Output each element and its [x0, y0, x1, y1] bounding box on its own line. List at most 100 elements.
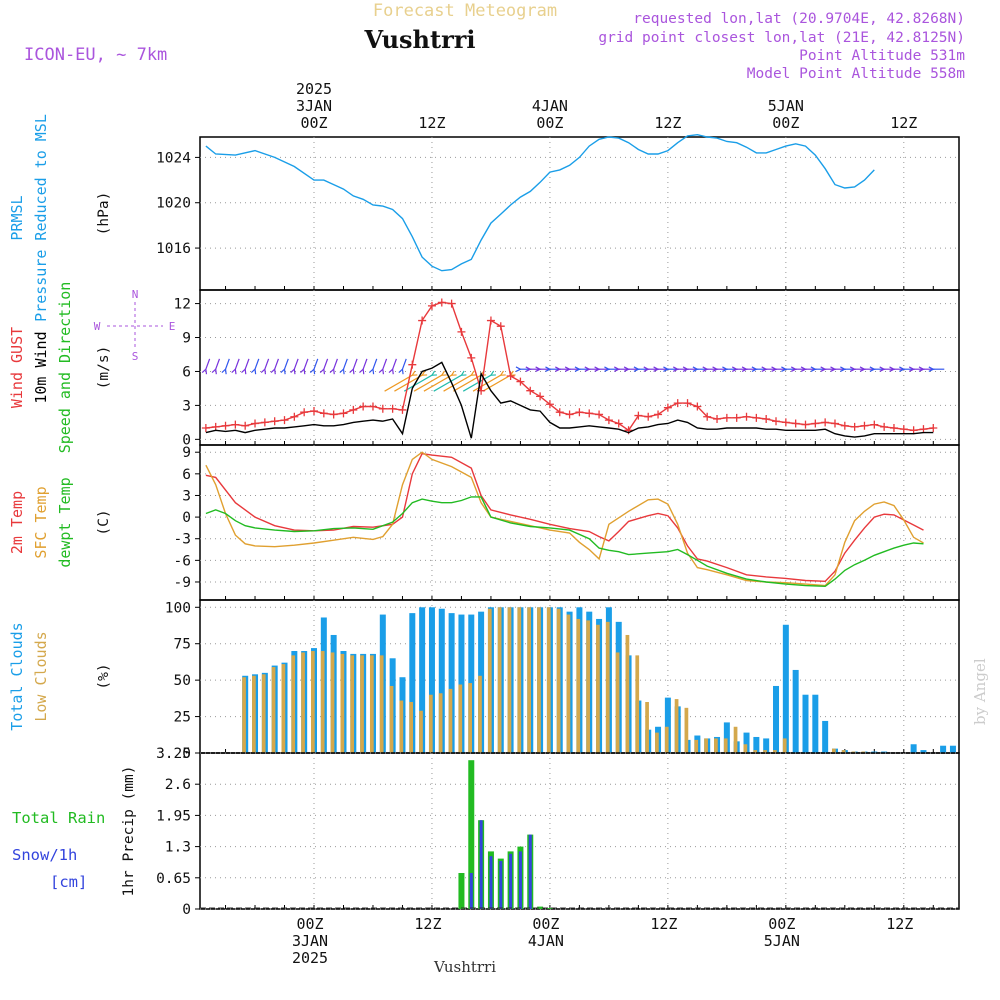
- gust-point-marker: [791, 419, 800, 428]
- series-line-sfc-temp: [205, 451, 924, 587]
- cloud-low-bar: [517, 607, 522, 753]
- wind-direction-arrow-head: [761, 366, 768, 373]
- wind-direction-arrow-head: [682, 366, 689, 373]
- wind-direction-arrow: [453, 374, 482, 392]
- cloud-low-bar: [252, 675, 256, 753]
- top-time-label: 00Z: [536, 114, 563, 132]
- wind-direction-arrow: [323, 358, 329, 370]
- top-time-label: 12Z: [418, 114, 445, 132]
- wind-direction-arrow-head: [741, 366, 748, 373]
- gust-point-marker: [850, 422, 859, 431]
- series-line-dewpt-temp: [205, 496, 924, 588]
- wind-direction-arrow: [443, 374, 472, 392]
- gust-point-marker: [909, 426, 918, 435]
- cloud-low-bar: [242, 677, 246, 753]
- y-tick-label: 6: [182, 364, 191, 380]
- gust-point-marker: [575, 408, 584, 417]
- wind-direction-arrow-head: [672, 366, 680, 373]
- cloud-low-bar: [546, 607, 551, 753]
- wind-direction-arrow-head: [928, 366, 935, 373]
- cloud-total-bar: [448, 613, 455, 753]
- wind-direction-arrow-head: [722, 366, 729, 373]
- gust-point-marker: [840, 421, 849, 430]
- y-tick-label: 0: [182, 902, 191, 918]
- requested-location: requested lon,lat (20.9704E, 42.8268N): [633, 11, 965, 27]
- precip-snow-bar: [528, 834, 532, 909]
- model-altitude: Model Point Altitude 558m: [747, 66, 966, 82]
- wind-direction-arrow-head: [859, 366, 866, 373]
- wind-direction-arrow-head: [594, 366, 601, 373]
- series-line-10m-wind: [205, 361, 934, 439]
- cloud-low-bar: [773, 750, 777, 753]
- wind-direction-arrow-head: [584, 366, 591, 373]
- wind-direction-arrow: [342, 358, 348, 370]
- panel-frame: [199, 289, 960, 446]
- cloud-total-bar: [812, 694, 819, 753]
- panel-legend-label: [cm]: [50, 873, 87, 891]
- wind-direction-arrow-head: [604, 366, 611, 373]
- cloud-low-bar: [782, 738, 787, 753]
- gust-point-marker: [241, 421, 250, 430]
- gust-point-marker: [201, 424, 210, 433]
- y-tick-label: 3: [182, 488, 191, 504]
- y-tick-label: -9: [174, 575, 191, 591]
- wind-direction-arrow-head: [564, 366, 571, 373]
- axis-unit-label: 1hr Precip (mm): [121, 766, 137, 897]
- series-line-prmsl: [205, 133, 875, 272]
- gust-point-marker: [801, 420, 810, 429]
- bottom-time-label: 5JAN: [764, 932, 800, 950]
- axis-unit-label: (m/s): [96, 346, 112, 390]
- wind-direction-arrow-head: [241, 367, 247, 375]
- y-tick-label: 75: [174, 637, 191, 653]
- cloud-low-bar: [704, 738, 708, 753]
- gust-point-marker: [644, 412, 653, 421]
- wind-direction-arrow: [362, 358, 368, 370]
- wind-direction-arrow-head: [499, 370, 506, 376]
- wind-direction-arrow: [254, 358, 260, 370]
- gust-point-marker: [270, 417, 279, 426]
- cloud-total-bar: [743, 732, 750, 753]
- gust-point-marker: [673, 399, 682, 408]
- wind-direction-arrow-head: [555, 366, 562, 373]
- panel-legend-label: Wind GUST: [8, 327, 26, 408]
- gust-point-marker: [290, 412, 299, 421]
- y-tick-label: 12: [174, 297, 191, 313]
- cloud-low-bar: [399, 700, 404, 753]
- gust-point-marker: [762, 414, 771, 423]
- model-label: ICON-EU, ~ 7km: [24, 45, 167, 65]
- gust-point-marker: [310, 407, 318, 416]
- cloud-total-bar: [940, 745, 947, 753]
- precip-rain-bar: [537, 906, 544, 909]
- cloud-low-bar: [684, 707, 689, 753]
- bottom-time-label: 3JAN: [292, 932, 328, 950]
- gust-point-marker: [919, 425, 928, 434]
- wind-direction-arrow-head: [420, 370, 428, 376]
- wind-direction-arrow-head: [319, 367, 326, 375]
- watermark: by Angel: [971, 658, 989, 725]
- gust-point-marker: [752, 413, 761, 422]
- cloud-low-bar: [271, 667, 276, 753]
- y-tick-label: 9: [182, 331, 191, 347]
- wind-direction-arrow: [433, 374, 462, 392]
- y-tick-label: 0: [182, 432, 191, 448]
- wind-direction-arrow-head: [692, 366, 699, 373]
- y-tick-label: 0.65: [156, 871, 191, 887]
- cloud-low-bar: [714, 738, 718, 753]
- gust-point-marker: [722, 413, 731, 422]
- cloud-low-bar: [409, 702, 414, 753]
- footer-location: Vushtrri: [433, 958, 496, 976]
- wind-direction-arrow: [384, 374, 413, 392]
- wind-direction-arrow: [392, 358, 397, 370]
- wind-direction-arrow-head: [440, 370, 447, 376]
- y-tick-label: 2.6: [165, 777, 191, 793]
- cloud-low-bar: [438, 693, 443, 753]
- wind-direction-arrow-head: [731, 366, 739, 373]
- y-tick-label: 0: [182, 510, 191, 526]
- cloud-low-bar: [674, 699, 679, 753]
- gust-point-marker: [663, 403, 672, 412]
- wind-direction-arrow-head: [525, 366, 532, 373]
- wind-direction-arrow-head: [368, 367, 375, 375]
- gust-point-marker: [496, 322, 505, 331]
- cloud-total-bar: [438, 608, 445, 753]
- top-time-label: 4JAN: [532, 97, 568, 115]
